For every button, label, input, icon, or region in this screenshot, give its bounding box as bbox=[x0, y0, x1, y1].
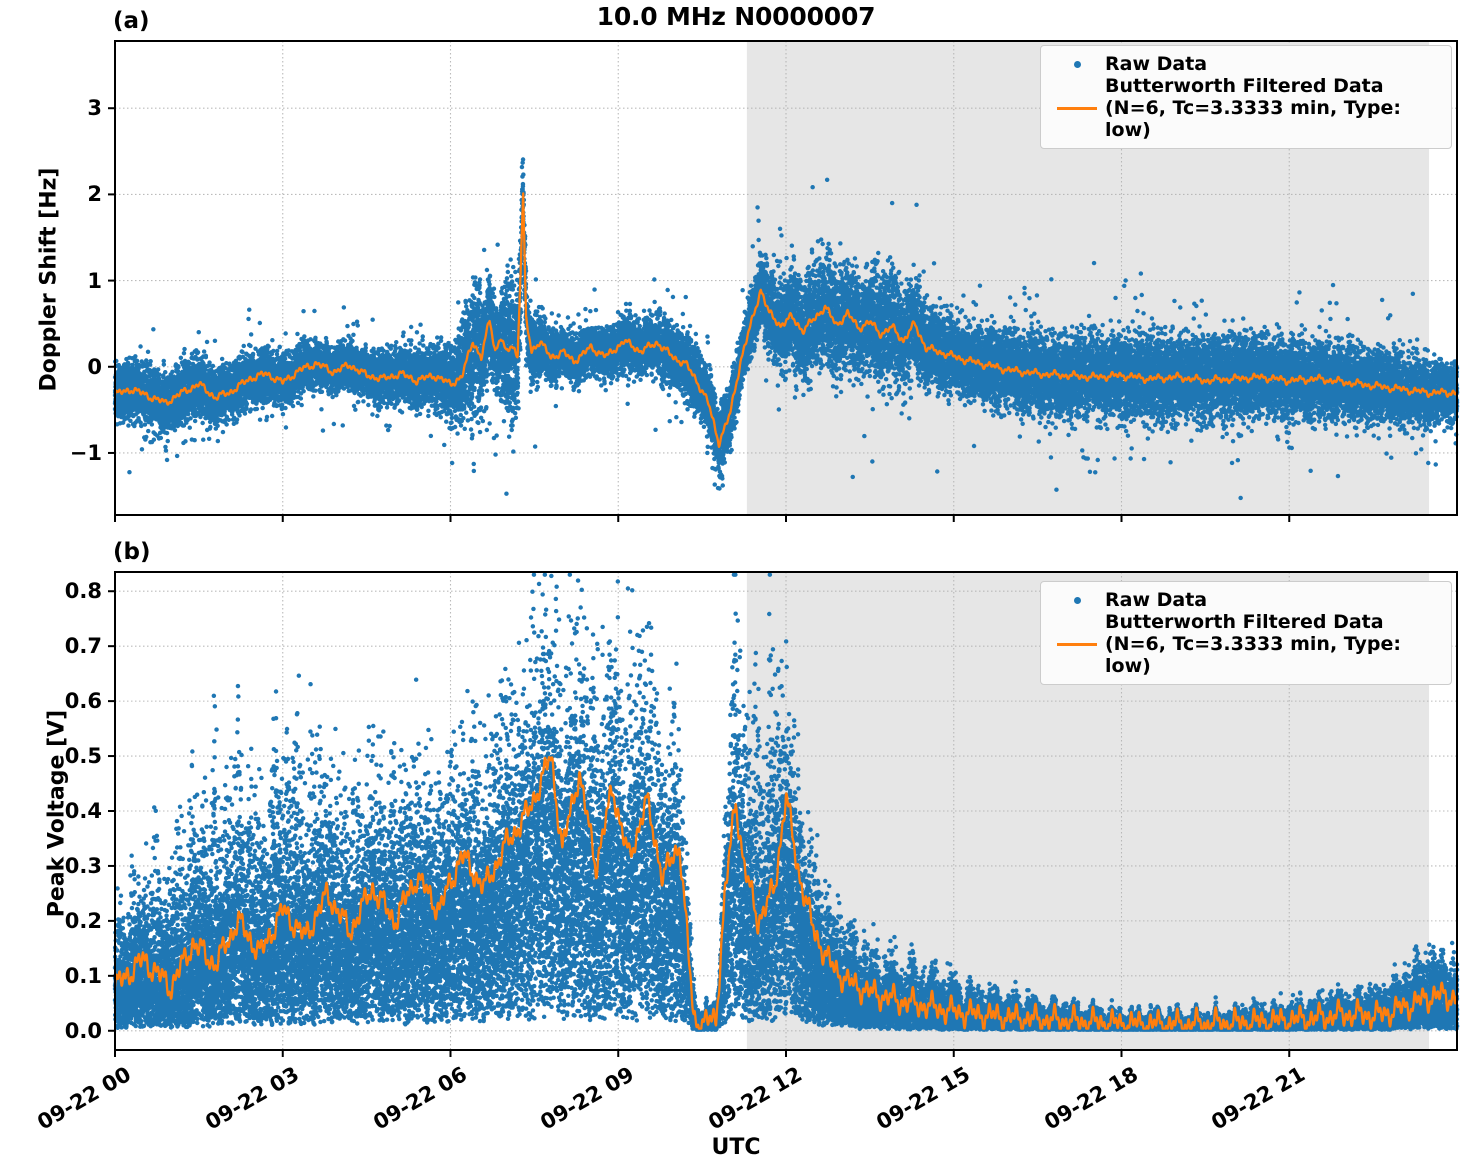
filtered-data-line-icon bbox=[1049, 106, 1105, 110]
panel-a-tag: (a) bbox=[113, 8, 150, 34]
panel-a-filtered-data-line bbox=[113, 192, 1459, 448]
figure-title: 10.0 MHz N0000007 bbox=[596, 2, 876, 31]
x-axis-label: UTC bbox=[711, 1135, 761, 1160]
panel-a-legend: Raw Data Butterworth Filtered Data (N=6,… bbox=[1040, 45, 1452, 150]
panel-b-ytick-label: 0.5 bbox=[64, 744, 102, 769]
legend-row-filtered: Butterworth Filtered Data (N=6, Tc=3.333… bbox=[1049, 75, 1441, 141]
legend-label-filtered: Butterworth Filtered Data (N=6, Tc=3.333… bbox=[1105, 611, 1401, 678]
panel-a-ytick-label: 0 bbox=[87, 354, 102, 379]
filtered-data-line-icon bbox=[1049, 642, 1105, 646]
legend-row-filtered: Butterworth Filtered Data (N=6, Tc=3.333… bbox=[1049, 611, 1441, 677]
panel-b-ytick-label: 0.4 bbox=[64, 799, 102, 823]
legend-row-raw: Raw Data bbox=[1049, 53, 1441, 75]
panel-b-ytick-label: 0.3 bbox=[64, 853, 102, 878]
panel-b-ytick-label: 0.0 bbox=[64, 1018, 102, 1043]
legend-label-raw: Raw Data bbox=[1105, 589, 1208, 611]
legend-label-raw: Raw Data bbox=[1105, 53, 1208, 75]
panel-a-ytick-label: 2 bbox=[87, 182, 102, 207]
legend-label-filtered: Butterworth Filtered Data (N=6, Tc=3.333… bbox=[1105, 75, 1401, 142]
panel-a-ytick-label: −1 bbox=[69, 440, 102, 465]
panel-b-tag: (b) bbox=[113, 539, 151, 565]
panel-b-legend: Raw Data Butterworth Filtered Data (N=6,… bbox=[1040, 581, 1452, 686]
panel-b-ytick-label: 0.1 bbox=[64, 963, 102, 988]
raw-data-marker-icon bbox=[1049, 596, 1105, 604]
panel-b-ytick-label: 0.2 bbox=[64, 908, 102, 933]
legend-row-raw: Raw Data bbox=[1049, 589, 1441, 611]
raw-data-marker-icon bbox=[1049, 60, 1105, 68]
panel-b-ytick-label: 0.6 bbox=[64, 689, 102, 714]
panel-a-ytick-label: 1 bbox=[87, 268, 102, 293]
panel-b-filtered-data-line bbox=[113, 756, 1459, 1030]
panel-b-ytick-label: 0.8 bbox=[64, 579, 102, 604]
panel-b-ytick-label: 0.7 bbox=[64, 634, 102, 659]
panel-a-ytick-label: 3 bbox=[87, 96, 102, 121]
